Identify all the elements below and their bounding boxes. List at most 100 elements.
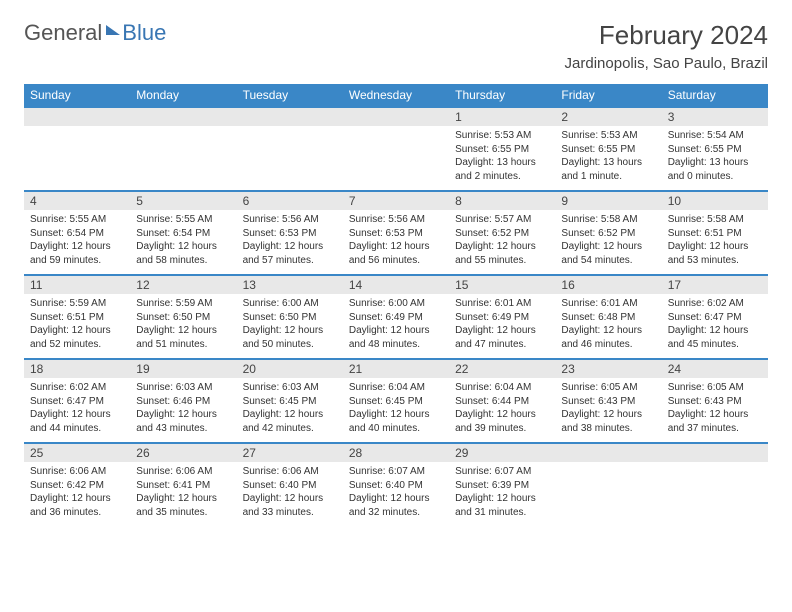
day-number: 16	[555, 276, 661, 294]
day-cell: 6Sunrise: 5:56 AMSunset: 6:53 PMDaylight…	[237, 191, 343, 275]
sunset-text: Sunset: 6:49 PM	[455, 311, 549, 325]
day-cell	[555, 443, 661, 527]
day-header-row: Sunday Monday Tuesday Wednesday Thursday…	[24, 84, 768, 107]
day-number: 28	[343, 444, 449, 462]
day-cell	[237, 107, 343, 191]
daylight-text: Daylight: 13 hours and 0 minutes.	[668, 156, 762, 183]
daylight-text: Daylight: 12 hours and 52 minutes.	[30, 324, 124, 351]
day-details: Sunrise: 6:04 AMSunset: 6:44 PMDaylight:…	[449, 378, 555, 439]
day-cell: 18Sunrise: 6:02 AMSunset: 6:47 PMDayligh…	[24, 359, 130, 443]
day-number: 1	[449, 108, 555, 126]
sunrise-text: Sunrise: 5:54 AM	[668, 129, 762, 143]
daylight-text: Daylight: 12 hours and 47 minutes.	[455, 324, 549, 351]
day-cell: 29Sunrise: 6:07 AMSunset: 6:39 PMDayligh…	[449, 443, 555, 527]
day-number: 18	[24, 360, 130, 378]
sunset-text: Sunset: 6:43 PM	[561, 395, 655, 409]
sunset-text: Sunset: 6:40 PM	[349, 479, 443, 493]
daylight-text: Daylight: 12 hours and 59 minutes.	[30, 240, 124, 267]
day-details: Sunrise: 6:01 AMSunset: 6:48 PMDaylight:…	[555, 294, 661, 355]
day-header: Wednesday	[343, 84, 449, 107]
sunrise-text: Sunrise: 6:01 AM	[455, 297, 549, 311]
week-row: 11Sunrise: 5:59 AMSunset: 6:51 PMDayligh…	[24, 275, 768, 359]
sunrise-text: Sunrise: 5:56 AM	[243, 213, 337, 227]
sunset-text: Sunset: 6:55 PM	[668, 143, 762, 157]
sunrise-text: Sunrise: 6:03 AM	[243, 381, 337, 395]
daylight-text: Daylight: 12 hours and 36 minutes.	[30, 492, 124, 519]
sunset-text: Sunset: 6:41 PM	[136, 479, 230, 493]
sunset-text: Sunset: 6:54 PM	[136, 227, 230, 241]
sunrise-text: Sunrise: 6:05 AM	[668, 381, 762, 395]
daylight-text: Daylight: 12 hours and 57 minutes.	[243, 240, 337, 267]
title-block: February 2024 Jardinopolis, Sao Paulo, B…	[565, 20, 768, 72]
sunrise-text: Sunrise: 6:04 AM	[455, 381, 549, 395]
day-cell: 5Sunrise: 5:55 AMSunset: 6:54 PMDaylight…	[130, 191, 236, 275]
daylight-text: Daylight: 13 hours and 1 minute.	[561, 156, 655, 183]
day-details: Sunrise: 6:01 AMSunset: 6:49 PMDaylight:…	[449, 294, 555, 355]
week-row: 18Sunrise: 6:02 AMSunset: 6:47 PMDayligh…	[24, 359, 768, 443]
day-cell: 4Sunrise: 5:55 AMSunset: 6:54 PMDaylight…	[24, 191, 130, 275]
day-number: 4	[24, 192, 130, 210]
sunset-text: Sunset: 6:50 PM	[243, 311, 337, 325]
sunset-text: Sunset: 6:53 PM	[349, 227, 443, 241]
day-details: Sunrise: 6:06 AMSunset: 6:42 PMDaylight:…	[24, 462, 130, 523]
sunrise-text: Sunrise: 6:02 AM	[30, 381, 124, 395]
sunset-text: Sunset: 6:45 PM	[243, 395, 337, 409]
day-number: 17	[662, 276, 768, 294]
sunset-text: Sunset: 6:52 PM	[561, 227, 655, 241]
day-number-bar	[555, 444, 661, 462]
day-details: Sunrise: 5:58 AMSunset: 6:52 PMDaylight:…	[555, 210, 661, 271]
day-header: Friday	[555, 84, 661, 107]
daylight-text: Daylight: 12 hours and 50 minutes.	[243, 324, 337, 351]
daylight-text: Daylight: 12 hours and 43 minutes.	[136, 408, 230, 435]
day-cell: 13Sunrise: 6:00 AMSunset: 6:50 PMDayligh…	[237, 275, 343, 359]
sunset-text: Sunset: 6:44 PM	[455, 395, 549, 409]
sunset-text: Sunset: 6:55 PM	[561, 143, 655, 157]
day-cell: 9Sunrise: 5:58 AMSunset: 6:52 PMDaylight…	[555, 191, 661, 275]
day-header: Thursday	[449, 84, 555, 107]
sunrise-text: Sunrise: 6:00 AM	[243, 297, 337, 311]
sunset-text: Sunset: 6:51 PM	[30, 311, 124, 325]
day-details: Sunrise: 5:56 AMSunset: 6:53 PMDaylight:…	[343, 210, 449, 271]
day-details: Sunrise: 5:59 AMSunset: 6:51 PMDaylight:…	[24, 294, 130, 355]
sunrise-text: Sunrise: 5:59 AM	[30, 297, 124, 311]
daylight-text: Daylight: 12 hours and 42 minutes.	[243, 408, 337, 435]
brand-text-blue: Blue	[122, 20, 166, 46]
sunrise-text: Sunrise: 6:03 AM	[136, 381, 230, 395]
sunset-text: Sunset: 6:51 PM	[668, 227, 762, 241]
day-cell: 2Sunrise: 5:53 AMSunset: 6:55 PMDaylight…	[555, 107, 661, 191]
daylight-text: Daylight: 12 hours and 53 minutes.	[668, 240, 762, 267]
day-number: 11	[24, 276, 130, 294]
daylight-text: Daylight: 12 hours and 33 minutes.	[243, 492, 337, 519]
day-cell: 7Sunrise: 5:56 AMSunset: 6:53 PMDaylight…	[343, 191, 449, 275]
day-details: Sunrise: 6:03 AMSunset: 6:45 PMDaylight:…	[237, 378, 343, 439]
daylight-text: Daylight: 12 hours and 40 minutes.	[349, 408, 443, 435]
sunset-text: Sunset: 6:52 PM	[455, 227, 549, 241]
day-details: Sunrise: 5:53 AMSunset: 6:55 PMDaylight:…	[449, 126, 555, 187]
sunrise-text: Sunrise: 5:56 AM	[349, 213, 443, 227]
day-cell: 24Sunrise: 6:05 AMSunset: 6:43 PMDayligh…	[662, 359, 768, 443]
day-number: 27	[237, 444, 343, 462]
daylight-text: Daylight: 12 hours and 54 minutes.	[561, 240, 655, 267]
daylight-text: Daylight: 12 hours and 51 minutes.	[136, 324, 230, 351]
day-details: Sunrise: 6:04 AMSunset: 6:45 PMDaylight:…	[343, 378, 449, 439]
daylight-text: Daylight: 12 hours and 35 minutes.	[136, 492, 230, 519]
month-title: February 2024	[565, 20, 768, 51]
day-cell: 17Sunrise: 6:02 AMSunset: 6:47 PMDayligh…	[662, 275, 768, 359]
sunrise-text: Sunrise: 5:53 AM	[561, 129, 655, 143]
day-details: Sunrise: 6:07 AMSunset: 6:40 PMDaylight:…	[343, 462, 449, 523]
day-details: Sunrise: 6:03 AMSunset: 6:46 PMDaylight:…	[130, 378, 236, 439]
day-number: 5	[130, 192, 236, 210]
day-details: Sunrise: 6:05 AMSunset: 6:43 PMDaylight:…	[662, 378, 768, 439]
sunrise-text: Sunrise: 6:02 AM	[668, 297, 762, 311]
week-row: 25Sunrise: 6:06 AMSunset: 6:42 PMDayligh…	[24, 443, 768, 527]
day-number: 6	[237, 192, 343, 210]
day-number: 22	[449, 360, 555, 378]
sunrise-text: Sunrise: 6:06 AM	[30, 465, 124, 479]
day-details: Sunrise: 6:06 AMSunset: 6:41 PMDaylight:…	[130, 462, 236, 523]
day-details: Sunrise: 6:02 AMSunset: 6:47 PMDaylight:…	[662, 294, 768, 355]
day-cell: 8Sunrise: 5:57 AMSunset: 6:52 PMDaylight…	[449, 191, 555, 275]
sunrise-text: Sunrise: 6:07 AM	[349, 465, 443, 479]
daylight-text: Daylight: 13 hours and 2 minutes.	[455, 156, 549, 183]
day-number: 3	[662, 108, 768, 126]
day-number: 15	[449, 276, 555, 294]
